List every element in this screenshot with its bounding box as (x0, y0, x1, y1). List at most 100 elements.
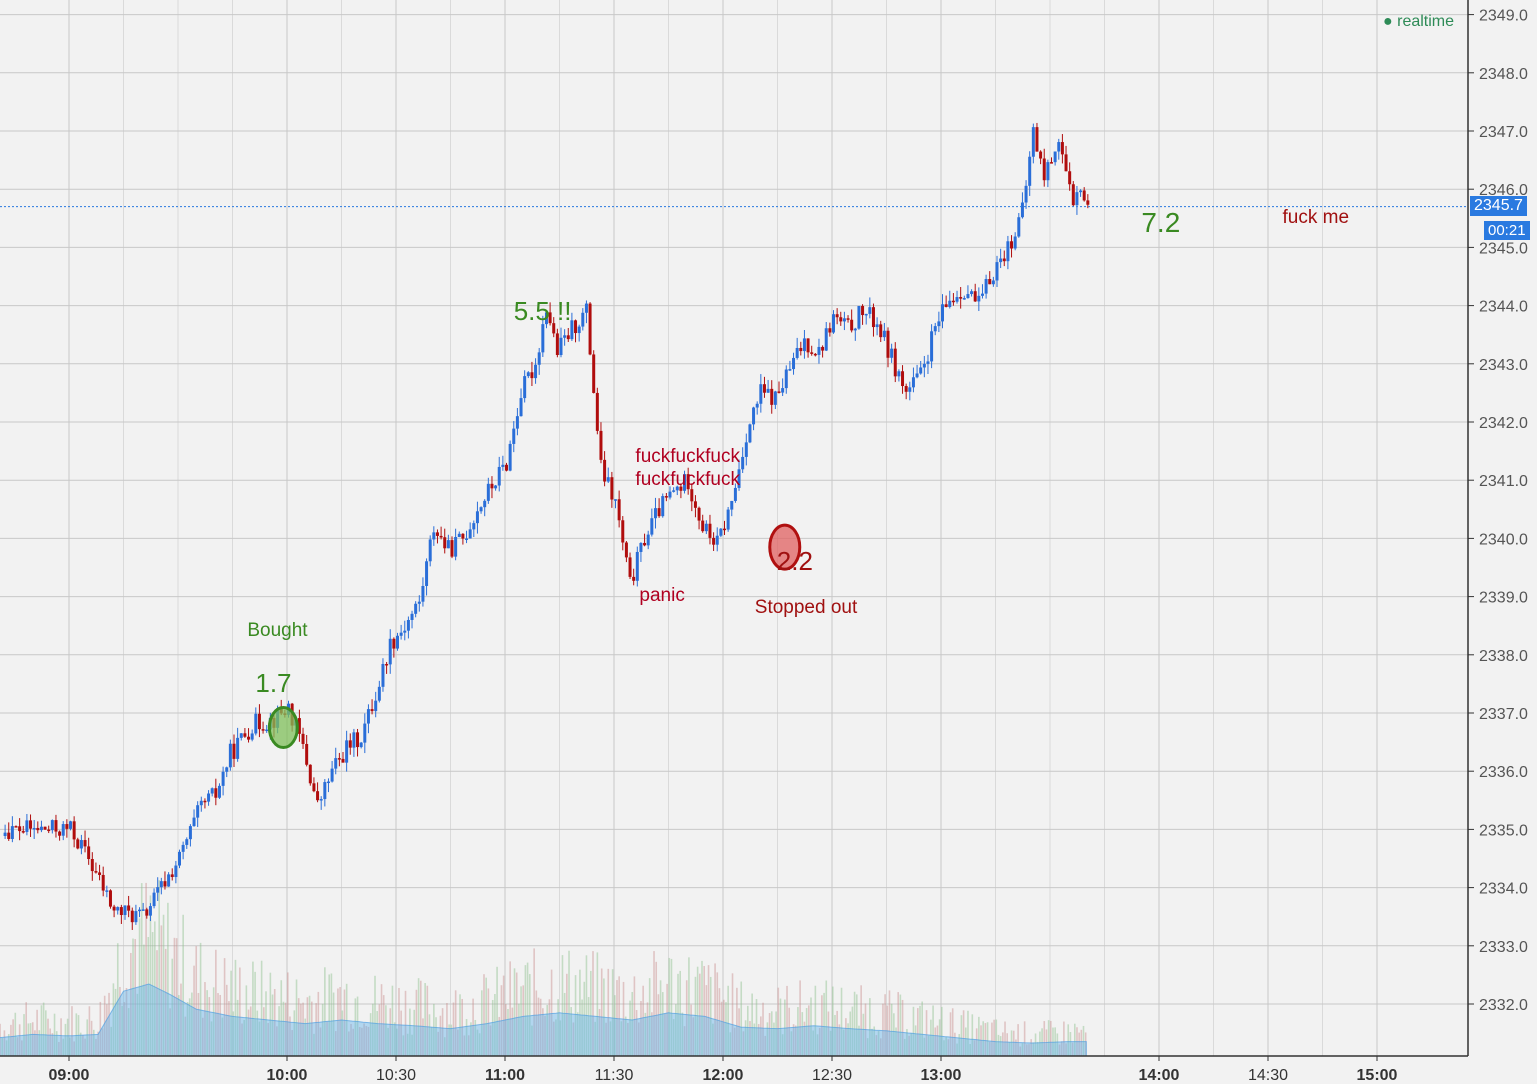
candle-body (247, 736, 251, 740)
volume-bar (71, 1006, 73, 1056)
candle-body (683, 474, 687, 491)
volume-bar (358, 1027, 361, 1056)
volume-bar (97, 1031, 99, 1056)
volume-bar (851, 1006, 854, 1056)
volume-bar (341, 1010, 344, 1056)
candle-body (417, 601, 421, 604)
candle-body (941, 304, 944, 322)
candle-body (697, 507, 701, 521)
candle-body (72, 821, 76, 840)
volume-bar (919, 1005, 921, 1056)
candle-body (759, 384, 763, 404)
volume-bar (352, 1028, 354, 1056)
volume-bar (537, 997, 540, 1056)
candle-body (94, 871, 98, 873)
volume-bar (123, 1002, 126, 1056)
volume-bar (723, 999, 725, 1056)
volume-bar (108, 992, 110, 1056)
volume-bar (1060, 1041, 1063, 1056)
candle-body (661, 496, 665, 517)
volume-bar (1050, 1020, 1052, 1056)
volume-bar (832, 986, 834, 1056)
volume-bar (893, 1013, 895, 1056)
volume-bar (415, 989, 418, 1056)
candle-body (962, 298, 966, 300)
y-tick-label: 2347.0 (1479, 124, 1528, 141)
volume-bar (585, 955, 588, 1056)
volume-bar (134, 939, 136, 1056)
volume-bar (62, 1038, 65, 1056)
volume-bar (899, 994, 902, 1056)
volume-bar (614, 995, 616, 1056)
volume-bar (548, 999, 551, 1056)
candle-body (617, 499, 621, 521)
volume-bar (825, 980, 828, 1056)
candle-body (337, 758, 341, 760)
volume-bar (345, 983, 348, 1056)
candle-body (1060, 142, 1064, 155)
candle-body (548, 312, 552, 324)
candle-body (29, 820, 33, 829)
volume-bar (154, 921, 156, 1056)
volume-bar (234, 959, 237, 1056)
candle-body (726, 509, 730, 530)
volume-bar (659, 980, 662, 1056)
volume-bar (409, 1008, 411, 1056)
x-tick-label: 14:00 (1139, 1067, 1180, 1084)
candle-body (1042, 158, 1046, 181)
volume-bar (749, 1021, 751, 1056)
volume-bar (470, 1022, 472, 1056)
candle-body (861, 305, 865, 316)
volume-bar (465, 1018, 468, 1056)
volume-bar (435, 1017, 437, 1056)
candle-body (526, 372, 530, 377)
volume-average-area (0, 983, 1087, 1057)
volume-bar (1012, 1030, 1015, 1056)
volume-bar (797, 1007, 799, 1056)
volume-bar (594, 1021, 596, 1056)
volume-bar (374, 975, 376, 1056)
volume-bar (685, 980, 688, 1056)
candle-body (693, 501, 697, 508)
volume-bar (38, 1030, 41, 1056)
candle-body (799, 347, 803, 352)
volume-bar (746, 1005, 749, 1056)
volume-bar (125, 988, 128, 1056)
volume-bar (313, 1033, 315, 1056)
y-tick-label: 2343.0 (1479, 357, 1528, 374)
volume-bar (306, 997, 309, 1056)
candle-body (345, 740, 349, 763)
volume-bar (664, 1013, 666, 1056)
volume-bar (223, 958, 226, 1056)
volume-bar (441, 1008, 444, 1056)
volume-bar (552, 1021, 555, 1056)
candle-body (1017, 217, 1021, 237)
volume-bar (624, 1016, 627, 1056)
candle-body (930, 331, 934, 362)
volume-bar (212, 987, 215, 1056)
candle-body (897, 371, 901, 377)
realtime-label: realtime (1397, 13, 1455, 30)
trade-markers (267, 523, 802, 750)
volume-bar (838, 1024, 841, 1056)
candle-body (853, 328, 857, 331)
volume-bar (757, 1024, 760, 1056)
candle-body (919, 367, 923, 374)
volume-bar (879, 1038, 882, 1056)
volume-bar (443, 1037, 446, 1056)
volume-bar (890, 1003, 893, 1056)
volume-bar (164, 948, 167, 1056)
candle-body (454, 536, 458, 557)
volume-bar (991, 1022, 993, 1056)
volume-bar (984, 1023, 987, 1056)
volume-bar (417, 978, 420, 1056)
candle-body (653, 508, 657, 519)
candle-body (403, 630, 407, 633)
volume-bar (875, 1035, 878, 1056)
volume-bar (391, 985, 394, 1056)
candle-body (788, 369, 792, 371)
volume-bar (873, 1026, 876, 1056)
volume-bar (121, 1005, 123, 1056)
volume-bar (579, 969, 581, 1056)
